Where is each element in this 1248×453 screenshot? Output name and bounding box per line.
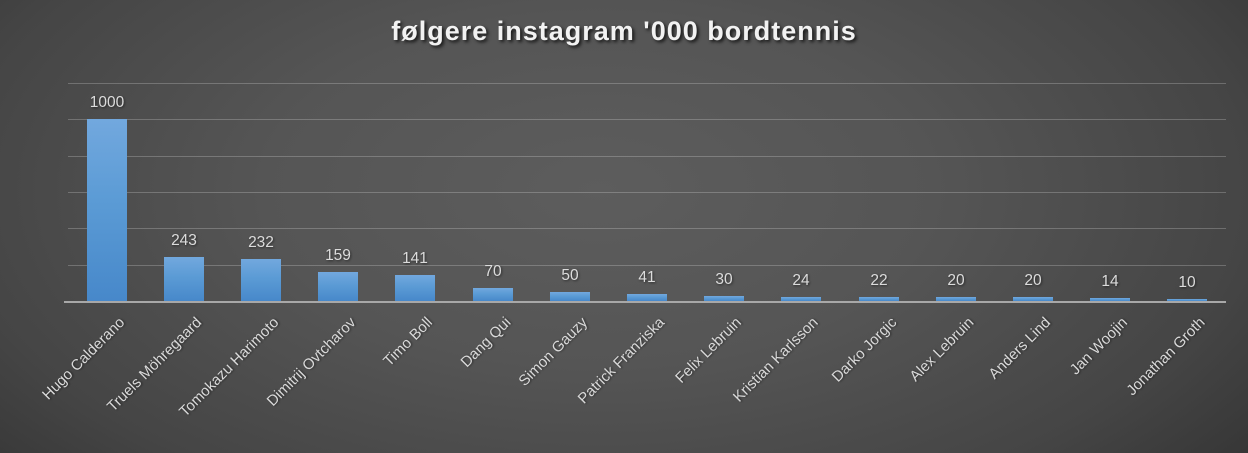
bar-3 (318, 272, 358, 301)
gridline-y1200 (68, 83, 1226, 84)
bar-value-label: 70 (484, 263, 502, 280)
bar-value-label: 243 (171, 232, 197, 249)
bar-value-label: 20 (1024, 272, 1042, 289)
bar-value-label: 50 (561, 267, 579, 284)
bar-value-label: 30 (715, 271, 733, 288)
chart-title: følgere instagram '000 bordtennis (391, 16, 857, 46)
bar-7 (627, 294, 667, 301)
gridline-y1000 (68, 119, 1226, 120)
bar-value-label: 22 (870, 272, 888, 289)
bar-value-label: 141 (402, 250, 428, 267)
x-axis-category-label: Anders Lind (985, 314, 1055, 383)
bar-9 (781, 297, 821, 301)
bar-4 (395, 275, 435, 301)
bar-14 (1167, 299, 1207, 301)
bar-value-label: 20 (947, 272, 965, 289)
bar-5 (473, 288, 513, 301)
bar-value-label: 232 (248, 234, 274, 251)
x-axis-category-label: Jan Woojin (1066, 314, 1132, 379)
gridline-y400 (68, 228, 1226, 229)
bar-value-label: 41 (638, 269, 656, 286)
x-axis-category-label: Darko Jorgic (828, 314, 901, 386)
bar-13 (1090, 298, 1130, 301)
x-axis-category-label: Hugo Calderano (38, 314, 129, 404)
x-axis-category-label: Alex Lebruin (906, 314, 978, 385)
bar-6 (550, 292, 590, 301)
gridline-y200 (68, 265, 1226, 266)
gridline-y800 (68, 156, 1226, 157)
x-axis-line (64, 301, 1226, 303)
x-axis-category-label: Felix Lebruin (672, 314, 746, 387)
bar-value-label: 1000 (89, 94, 125, 111)
bar-value-label: 159 (325, 247, 351, 264)
bar-value-label: 24 (792, 272, 810, 289)
x-axis-category-label: Kristian Karlsson (730, 314, 823, 406)
bar-value-label: 10 (1178, 274, 1196, 291)
gridline-y600 (68, 192, 1226, 193)
bar-1 (164, 257, 204, 301)
x-axis-category-label: Dang Qui (457, 314, 515, 371)
bar-2 (241, 259, 281, 301)
bar-10 (859, 297, 899, 301)
x-axis-category-label: Jonathan Groth (1122, 314, 1209, 400)
x-axis-category-label: Simon Gauzy (515, 314, 592, 390)
bar-0 (87, 119, 127, 301)
bar-8 (704, 296, 744, 301)
x-axis-category-label: Timo Boll (380, 314, 437, 370)
bar-12 (1013, 297, 1053, 301)
bar-value-label: 14 (1101, 273, 1119, 290)
bar-11 (936, 297, 976, 301)
